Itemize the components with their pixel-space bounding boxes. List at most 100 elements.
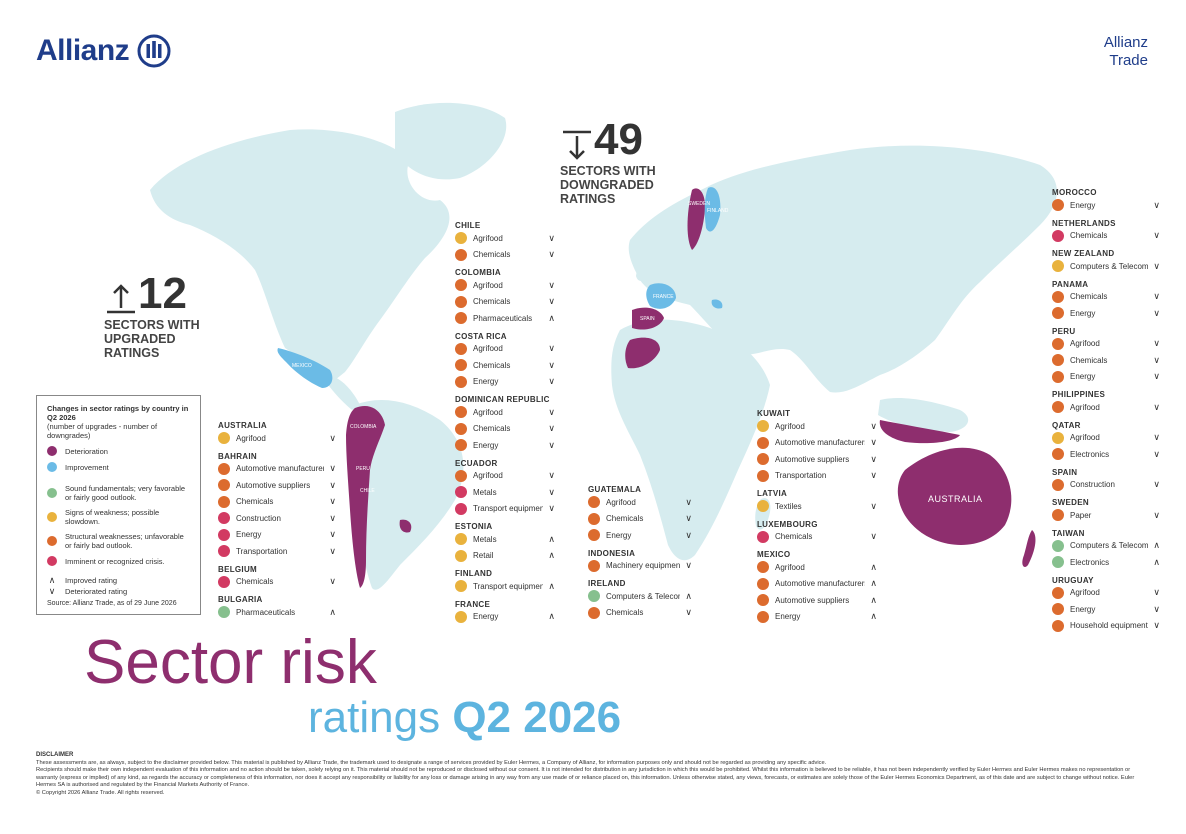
country-heading: LATVIA xyxy=(757,489,788,498)
sector-name: Computers & Telecom xyxy=(606,591,680,601)
chevron-down-icon: ∨ xyxy=(548,296,555,307)
sector-row: Computers & Telecom ∧ xyxy=(1052,538,1160,555)
risk-level-dot xyxy=(588,529,600,542)
chevron-down-icon: ∨ xyxy=(1153,371,1160,382)
risk-level-dot xyxy=(1052,448,1064,461)
sector-name: Agrifood xyxy=(1070,402,1100,412)
sector-name: Computers & Telecom xyxy=(1070,541,1148,551)
sector-name: Energy xyxy=(775,612,801,622)
sector-name: Electronics xyxy=(1070,557,1110,567)
risk-level-dot xyxy=(1052,509,1064,522)
risk-level-dot xyxy=(757,577,769,590)
chevron-up-icon: ∧ xyxy=(870,611,877,622)
risk-level-dot xyxy=(1052,370,1064,383)
sector-row: Automotive manufacturers ∨ xyxy=(757,435,877,452)
risk-level-dot xyxy=(757,436,769,449)
country-heading: AUSTRALIA xyxy=(218,421,267,430)
sector-row: Metals ∨ xyxy=(455,484,555,501)
sector-name: Electronics xyxy=(1070,449,1110,459)
sector-name: Textiles xyxy=(775,501,802,511)
sector-name: Chemicals xyxy=(1070,231,1108,241)
disclaimer-copyright: © Copyright 2026 Allianz Trade. All righ… xyxy=(36,789,165,796)
sector-row: Chemicals ∨ xyxy=(588,511,692,528)
sector-row: Agrifood ∧ xyxy=(757,559,877,576)
legend-label: Deteriorated rating xyxy=(65,587,128,596)
sector-row: Computers & Telecom ∨ xyxy=(1052,258,1160,275)
legend-improved: ∧ Improved rating xyxy=(47,576,190,586)
country-heading: SPAIN xyxy=(1052,467,1078,477)
sector-name: Retail xyxy=(473,551,494,561)
country-heading: PHILIPPINES xyxy=(1052,390,1106,399)
chevron-down-icon: ∨ xyxy=(548,343,555,354)
risk-level-dot xyxy=(757,469,769,482)
sector-name: Energy xyxy=(1070,200,1096,210)
improvement-swatch xyxy=(47,462,57,472)
sector-name: Agrifood xyxy=(606,497,636,507)
legend-label: Deterioration xyxy=(65,446,108,456)
upgraded-count: 12 xyxy=(138,269,187,318)
chevron-down-icon: ∨ xyxy=(548,376,555,387)
sector-name: Automotive manufacturers xyxy=(775,579,865,589)
risk-level-dot xyxy=(218,462,230,475)
chevron-down-icon: ∨ xyxy=(1153,338,1160,349)
chevron-down-icon: ∨ xyxy=(329,496,336,507)
risk-level-dot xyxy=(1052,478,1064,491)
sector-name: Paper xyxy=(1070,510,1092,520)
sector-name: Agrifood xyxy=(473,233,503,243)
sector-name: Metals xyxy=(473,487,497,497)
risk-level-dot xyxy=(757,500,769,513)
downgraded-text: SECTORS WITH DOWNGRADED RATINGS xyxy=(560,164,656,206)
country-heading: URUGUAY xyxy=(1052,575,1094,585)
disclaimer-p1: These assessments are, as always, subjec… xyxy=(36,759,827,766)
sector-row: Agrifood ∨ xyxy=(218,430,336,447)
sector-row: Automotive suppliers ∧ xyxy=(757,592,877,609)
risk-level-dot xyxy=(588,606,600,619)
risk-level-dot xyxy=(218,479,230,492)
page-title: Sector risk xyxy=(84,628,377,697)
sector-name: Agrifood xyxy=(473,280,503,290)
sector-name: Energy xyxy=(236,530,262,540)
risk-level-dot xyxy=(218,495,230,508)
sector-name: Transport equipment xyxy=(473,581,543,591)
sector-row: Energy ∨ xyxy=(1052,197,1160,214)
country-heading: IRELAND xyxy=(588,579,626,588)
sector-row: Textiles ∨ xyxy=(757,498,877,515)
country-column-4: KUWAIT Agrifood ∨ Automotive manufacturers ∨… xyxy=(757,409,877,625)
chevron-down-icon: ∨ xyxy=(1153,432,1160,443)
sector-row: Agrifood ∨ xyxy=(757,418,877,435)
risk-level-dot xyxy=(757,594,769,607)
sector-name: Energy xyxy=(1070,308,1096,318)
chevron-down-icon: ∨ xyxy=(870,420,877,431)
sector-row: Transport equipment ∧ xyxy=(455,578,555,595)
disclaimer-heading: DISCLAIMER xyxy=(36,752,74,758)
deterioration-regions xyxy=(346,188,1036,588)
sector-name: Agrifood xyxy=(1070,339,1100,349)
chevron-up-icon: ∧ xyxy=(329,606,336,617)
chevron-down-icon: ∨ xyxy=(870,453,877,464)
risk-level-dot xyxy=(218,432,230,445)
map-label-mexico: MEXICO xyxy=(292,363,312,369)
sector-name: Energy xyxy=(1070,604,1096,614)
map-label-finland: FINLAND xyxy=(707,208,729,214)
sector-name: Agrifood xyxy=(775,421,805,431)
country-heading: COLOMBIA xyxy=(455,268,501,277)
sector-name: Agrifood xyxy=(775,562,805,572)
sector-row: Chemicals ∨ xyxy=(455,294,555,311)
risk-level-dot xyxy=(455,486,467,499)
chevron-up-icon: ∧ xyxy=(548,533,555,544)
sector-name: Automotive suppliers xyxy=(775,454,850,464)
chevron-down-icon: ∨ xyxy=(329,463,336,474)
country-heading: CHILE xyxy=(455,221,481,230)
chevron-up-icon: ∧ xyxy=(548,550,555,561)
legend-source: Source: Allianz Trade, as of 29 June 202… xyxy=(47,600,177,607)
country-heading: ECUADOR xyxy=(455,458,498,468)
chevron-down-icon: ∨ xyxy=(685,529,692,540)
sector-row: Energy ∧ xyxy=(757,609,877,626)
chevron-down-icon: ∨ xyxy=(1153,603,1160,614)
sector-name: Energy xyxy=(473,612,499,622)
improvement-regions xyxy=(277,187,723,388)
chevron-down-icon: ∨ xyxy=(1153,509,1160,520)
upgraded-callout: 12 SECTORS WITH UPGRADED RATINGS xyxy=(104,269,200,361)
sector-name: Chemicals xyxy=(606,514,644,524)
